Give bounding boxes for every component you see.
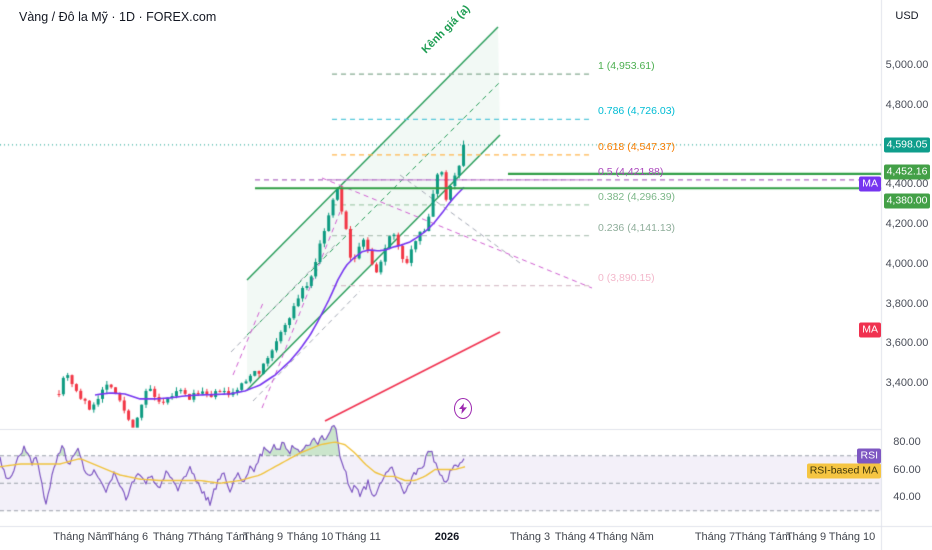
price-tick-label: 4,800.00 [885,98,929,111]
time-tick-label: Tháng Tám [734,531,792,543]
price-tick-label: 4,000.00 [885,257,929,270]
time-tick-label: Tháng 7 [694,531,736,543]
price-tick-label: 4,200.00 [885,218,929,230]
fib-level-label: 0.786 (4,726.03) [598,105,676,118]
time-tick-label: Tháng 11 [335,531,381,543]
time-tick-label: Tháng 3 [509,531,551,543]
price-badge: 4,380.00 [884,193,930,209]
study-badge: MA [859,322,881,338]
fib-level-label: 0.5 (4,421.88) [598,165,664,178]
price-badge: 4,598.05 [884,137,930,153]
lightning-icon[interactable] [454,398,472,419]
fib-level-label: 0.618 (4,547.37) [598,140,676,153]
fib-level-label: 0.382 (4,296.39) [598,190,676,203]
rsi-tick-label: 60.00 [893,463,921,476]
symbol-title[interactable]: Vàng / Đô la Mỹ · 1D · FOREX.com [19,10,217,24]
fib-level-label: 0.236 (4,141.13) [598,221,676,234]
price-axis-currency-label: USD [895,10,919,22]
price-tick-label: 3,800.00 [885,297,929,310]
time-tick-label: Tháng 10 [286,531,334,543]
study-badge: MA [859,176,881,192]
time-tick-label: 2026 [434,531,460,543]
time-tick-label: Tháng 10 [828,531,876,543]
rsi-tick-label: 80.00 [893,436,921,448]
study-badge: RSI [857,448,881,464]
time-tick-label: Tháng 7 [152,531,194,543]
fib-level-label: 1 (4,953.61) [598,60,655,73]
price-tick-label: 4,400.00 [885,178,929,191]
rsi-tick-label: 40.00 [893,491,921,503]
lightning-glyph [459,403,467,414]
fib-level-label: 0 (3,890.15) [598,271,655,284]
time-tick-label: Tháng Tám [191,531,249,543]
time-tick-label: Tháng 9 [242,531,284,543]
time-tick-label: Tháng 6 [107,531,149,543]
time-tick-label: Tháng Năm [53,531,111,543]
price-tick-label: 3,600.00 [885,337,929,350]
time-tick-label: Tháng 9 [785,531,827,543]
time-tick-label: Tháng 4 [554,531,596,543]
price-badge: 4,452.16 [884,164,930,180]
study-badge: RSI-based MA [806,463,881,479]
price-tick-label: 3,400.00 [885,377,929,389]
time-tick-label: Tháng Năm [596,531,654,543]
price-tick-label: 5,000.00 [885,59,929,71]
